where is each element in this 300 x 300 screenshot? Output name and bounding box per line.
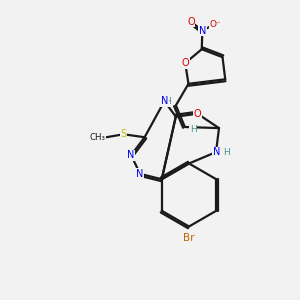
Text: CH₃: CH₃ — [90, 133, 106, 142]
Text: H: H — [164, 97, 171, 106]
Text: N: N — [128, 150, 135, 160]
Text: N: N — [136, 169, 144, 179]
Text: O: O — [182, 58, 189, 68]
Text: N: N — [199, 26, 206, 36]
Text: S: S — [121, 129, 127, 139]
Text: O⁻: O⁻ — [209, 20, 221, 28]
Text: O: O — [187, 16, 195, 27]
Text: Br: Br — [183, 233, 195, 243]
Text: H: H — [190, 125, 197, 134]
Text: H: H — [223, 148, 230, 157]
Text: O: O — [194, 109, 201, 119]
Text: N: N — [161, 96, 168, 106]
Text: N: N — [213, 147, 220, 157]
